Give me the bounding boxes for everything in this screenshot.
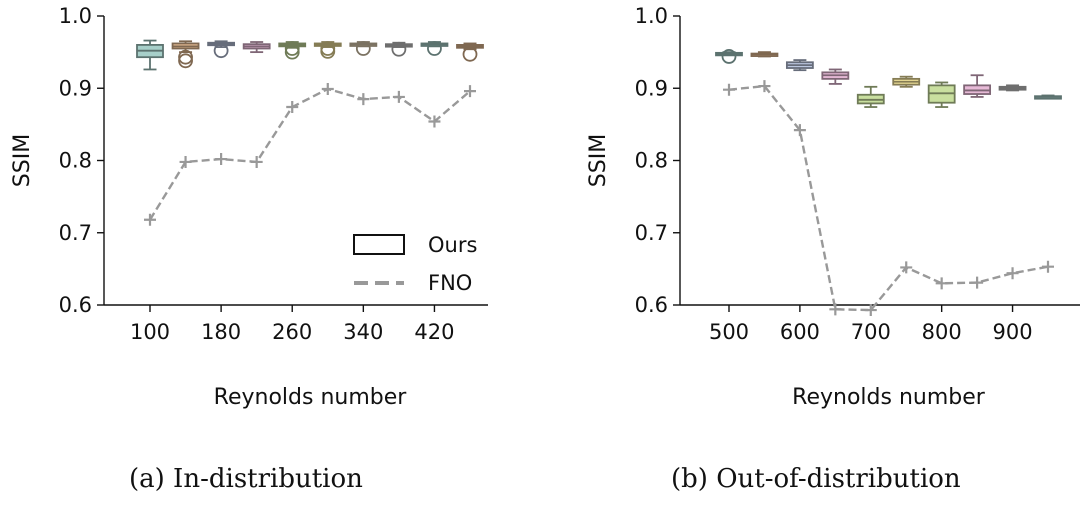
fno-line [148,87,471,221]
y-tick-label: 1.0 [635,4,668,28]
chart-panel-a: 0.6 0.7 0.8 0.9 1.0 100 180 260 340 420 Reynolds n… [10,4,488,410]
box-group [892,75,921,88]
fno-marker [1006,267,1019,280]
box-outlier [213,43,229,59]
legend: Ours FNO [353,233,477,295]
fno-marker [723,83,735,96]
x-tick-label: 900 [993,320,1033,344]
box-group [384,41,413,57]
x-tick-label: 600 [780,320,820,344]
fno-marker [286,101,299,114]
fno-marker [144,213,156,226]
fno-marker [428,115,441,128]
y-tick-label: 0.9 [635,76,668,100]
box-group [313,41,342,59]
box-group [207,40,236,59]
legend-label-ours: Ours [428,233,477,257]
caption-a: (a) In-distribution [129,464,363,494]
fno-marker [179,155,192,168]
x-tick-label: 500 [709,320,749,344]
fno-marker [321,82,334,95]
fno-marker [864,304,877,317]
fno-marker [464,85,476,98]
fno-marker [935,277,948,290]
box-group [715,49,743,64]
fno-line [728,84,1049,312]
box-group [821,68,850,85]
x-tick-label: 340 [343,320,383,344]
fno-marker [971,276,984,289]
y-tick-label: 0.9 [59,76,92,100]
box-group [998,84,1027,92]
box-outlier [320,41,336,56]
box-group [856,85,885,108]
box-outlier [391,41,407,57]
box-group [171,40,200,69]
legend-label-fno: FNO [428,271,472,295]
box-outlier [178,53,193,69]
box-group [136,39,164,71]
legend-swatch-ours [353,234,405,255]
x-tick-label: 260 [272,320,312,344]
box-group [456,42,484,62]
y-tick-label: 0.7 [635,221,668,245]
box-group [420,41,449,56]
box-group [278,41,307,60]
box-outlier [178,49,193,65]
x-tick-label: 180 [201,320,241,344]
box-group [242,41,271,54]
fno-marker [829,303,842,316]
fno-marker [793,124,806,137]
x-tick-label: 100 [130,320,170,344]
fno-marker [900,261,913,274]
box-outlier [462,46,478,62]
fno-marker [215,153,228,166]
box-outlier [284,41,300,56]
caption-b: (b) Out-of-distribution [671,464,961,494]
box-outlier [284,44,300,60]
y-axis-label: SSIM [10,134,35,187]
x-axis-label: Reynolds number [792,385,986,410]
fno-marker [250,155,263,168]
fno-marker [758,80,771,93]
box-outlier [355,41,371,56]
chart-panel-b: 0.6 0.7 0.8 0.9 1.0 500 600 700 800 900 Reynolds n… [586,4,1080,410]
x-axis-label: Reynolds number [214,385,408,410]
y-tick-label: 0.7 [59,221,92,245]
fno-marker [357,93,370,106]
x-tick-label: 700 [851,320,891,344]
y-tick-label: 0.8 [59,149,92,173]
x-tick-label: 420 [414,320,454,344]
box-group [785,59,814,72]
box-group [349,41,378,56]
box-group [927,81,956,108]
box-outlier [427,41,442,56]
x-tick-label: 800 [922,320,962,344]
box-group [963,74,992,98]
box-group [1034,94,1062,100]
y-tick-label: 0.8 [635,149,668,173]
fno-marker [392,90,405,103]
y-axis-label: SSIM [586,134,611,187]
y-tick-label: 1.0 [59,4,92,28]
y-tick-label: 0.6 [635,293,668,317]
box-outlier [721,49,737,64]
fno-marker [1042,260,1054,273]
box-group [750,51,779,58]
y-tick-label: 0.6 [59,293,92,317]
